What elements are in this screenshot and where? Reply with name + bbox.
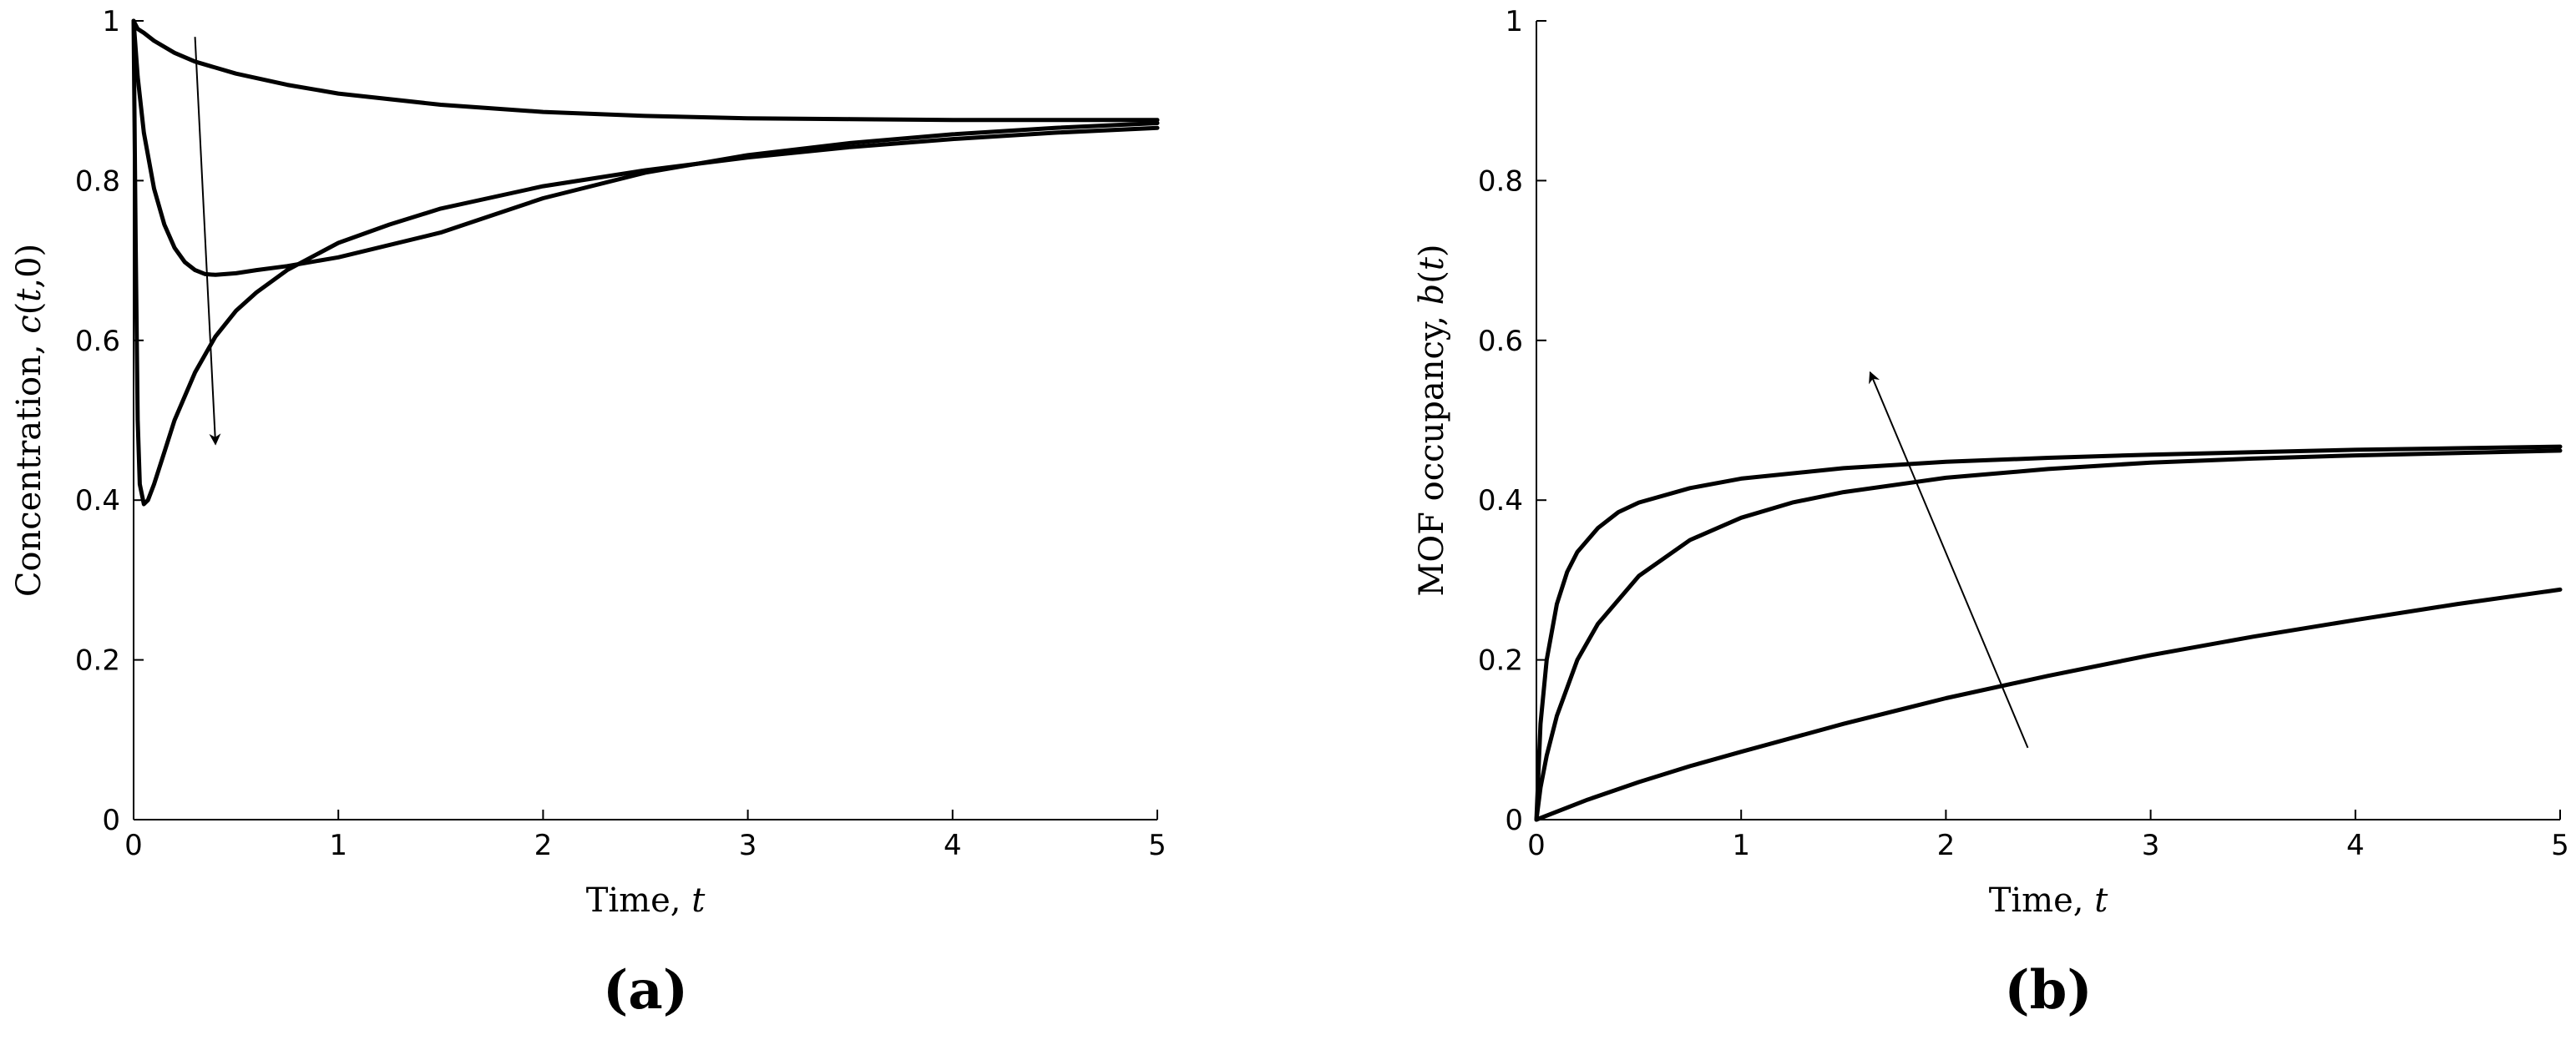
x-tick-label: 1 (329, 829, 347, 862)
series-line-2 (131, 18, 1160, 277)
x-tick-label: 3 (739, 829, 757, 862)
x-tick-label: 5 (2551, 829, 2569, 862)
y-tick-label: 0 (102, 804, 120, 837)
y-tick-label: 0.4 (75, 484, 120, 517)
y-tick-label: 1 (102, 5, 120, 38)
series-line-2 (1534, 448, 2563, 822)
annotation-arrow (1869, 371, 2029, 749)
x-tick-label: 4 (944, 829, 962, 862)
x-tick-label: 0 (124, 829, 143, 862)
y-axis-label: MOF occupancy, b(t) (1413, 244, 1451, 596)
y-tick-label: 0.8 (75, 164, 120, 198)
y-axis-label: Concentration, c(t,0) (10, 244, 48, 597)
y-tick-label: 1 (1505, 5, 1523, 38)
y-tick-label: 0.6 (1478, 325, 1523, 358)
x-tick-label: 2 (534, 829, 553, 862)
series-line-1 (1534, 444, 2563, 822)
x-tick-label: 2 (1937, 829, 1956, 862)
x-tick-label: 4 (2346, 829, 2365, 862)
chart-panel-b: 0 1 2 3 4 5 0 0.2 0.4 0.6 0.8 1 Time, t MOF occupancy… (1413, 5, 2569, 1022)
x-axis-label: Time, t (1989, 881, 2109, 920)
y-tick-label: 0.6 (75, 325, 120, 358)
x-tick-label: 5 (1148, 829, 1167, 862)
y-tick-label: 0.2 (75, 644, 120, 678)
panel-label-a: (a) (603, 959, 688, 1022)
y-tick-label: 0.8 (1478, 164, 1523, 198)
y-tick-label: 0 (1505, 804, 1523, 837)
y-tick-label: 0.4 (1478, 484, 1523, 517)
x-tick-label: 1 (1732, 829, 1750, 862)
series-line-1 (131, 18, 1160, 123)
chart-panel-a: 0 1 2 3 4 5 0 0.2 0.4 0.6 0.8 1 Time, t Concentration… (10, 5, 1167, 1022)
x-axis-label: Time, t (586, 881, 706, 920)
x-tick-label: 3 (2142, 829, 2160, 862)
x-tick-label: 0 (1527, 829, 1546, 862)
series-line-3 (131, 18, 1160, 507)
annotation-arrow (194, 37, 221, 446)
y-tick-label: 0.2 (1478, 644, 1523, 678)
series-line-3 (1534, 587, 2563, 822)
panel-label-b: (b) (2004, 959, 2092, 1022)
